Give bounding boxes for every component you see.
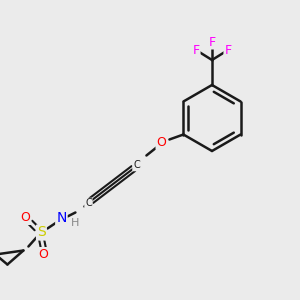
Text: C: C [85,199,92,208]
Text: S: S [37,226,46,239]
Text: H: H [71,218,80,229]
Text: O: O [38,248,48,261]
Text: C: C [133,160,140,170]
Text: N: N [56,212,67,226]
Text: F: F [208,35,216,49]
Text: O: O [157,136,166,149]
Text: F: F [192,44,200,56]
Text: F: F [224,44,232,56]
Text: O: O [20,211,30,224]
